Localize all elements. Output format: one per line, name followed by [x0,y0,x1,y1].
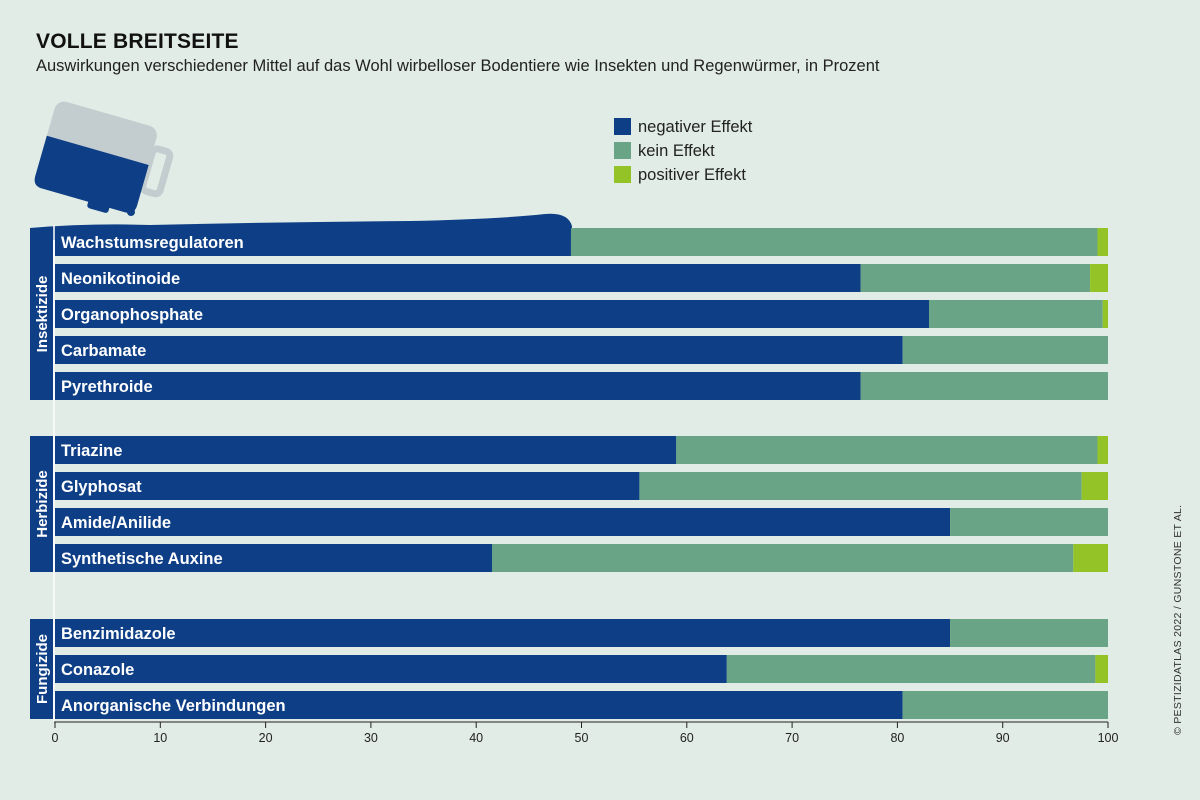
bar-segment-neutral [902,691,1108,719]
group-label-block [30,228,53,400]
bar-segment-neutral [676,436,1098,464]
bar-segment-neutral [726,655,1096,683]
chart-title: VOLLE BREITSEITE [36,30,239,53]
bar-segment-positive [1081,472,1108,500]
bar-segment-negative [55,300,929,328]
chart-subtitle: Auswirkungen verschiedener Mittel auf da… [36,57,880,75]
legend-label: kein Effekt [638,142,715,160]
bar-segment-negative [55,436,677,464]
category-label: Amide/Anilide [61,514,171,532]
x-tick-label: 70 [785,731,799,745]
x-tick-label: 30 [364,731,378,745]
bar-segment-negative [55,655,727,683]
x-tick-label: 0 [52,731,59,745]
canister-liquid [34,135,149,213]
legend: negativer Effekt kein Effekt positiver Eff… [614,118,753,184]
bar-segment-positive [1090,264,1108,292]
bar-segment-negative [55,228,571,256]
legend-label: negativer Effekt [638,118,753,136]
category-label: Benzimidazole [61,625,176,643]
x-tick-label: 90 [996,731,1010,745]
bar-segment-negative [55,472,640,500]
bar-segment-neutral [639,472,1082,500]
canister-spout [87,190,112,213]
bar-segment-neutral [902,336,1108,364]
bar-segment-positive [1097,228,1108,256]
x-tick-label: 100 [1098,731,1119,745]
x-tick-label: 80 [890,731,904,745]
bar-segment-negative [55,691,903,719]
bars-layer: Insektizide Wachstumsregulatoren Neonikoti… [30,228,1108,719]
x-axis: 0 10 20 30 40 50 60 70 80 90 100 [52,225,1119,745]
bar-segment-negative [55,336,903,364]
group-label: Fungizide [34,634,51,704]
category-label: Carbamate [61,342,146,360]
group-label-block [30,436,53,572]
bar-segment-neutral [950,508,1108,536]
category-label: Pyrethroide [61,378,153,396]
bar-segment-positive [1073,544,1108,572]
bar-segment-negative [55,264,861,292]
liquid-drop [122,196,132,206]
bar-segment-positive [1102,300,1108,328]
bar-segment-neutral [860,372,1108,400]
category-label: Neonikotinoide [61,270,180,288]
bar-segment-neutral [928,300,1103,328]
bar-segment-positive [1097,436,1108,464]
category-label: Triazine [61,442,122,460]
group-label: Herbizide [34,470,51,538]
legend-swatch [614,142,631,159]
bar-segment-negative [55,372,861,400]
group-label: Insektizide [34,276,51,353]
category-label: Organophosphate [61,306,203,324]
legend-swatch [614,118,631,135]
source-credit: © PESTIZIDATLAS 2022 / GUNSTONE ET AL. [1172,504,1184,735]
bar-segment-neutral [950,619,1108,647]
x-tick-label: 10 [153,731,167,745]
legend-swatch [614,166,631,183]
legend-label: positiver Effekt [638,166,746,184]
group-label-block [30,619,53,719]
category-label: Glyphosat [61,478,142,496]
bar-segment-negative [55,619,951,647]
bar-segment-negative [55,544,492,572]
liquid-drop [127,208,135,216]
category-label: Synthetische Auxine [61,550,223,568]
bar-segment-positive [1095,655,1108,683]
x-tick-label: 40 [469,731,483,745]
category-label: Conazole [61,661,134,679]
x-tick-label: 50 [575,731,589,745]
x-tick-label: 60 [680,731,694,745]
category-label: Anorganische Verbindungen [61,697,286,715]
bar-segment-neutral [860,264,1091,292]
bar-segment-neutral [491,544,1074,572]
x-tick-label: 20 [259,731,273,745]
canister-icon [34,101,174,216]
category-label: Wachstumsregulatoren [61,234,244,252]
bar-segment-negative [55,508,951,536]
bar-segment-neutral [570,228,1098,256]
